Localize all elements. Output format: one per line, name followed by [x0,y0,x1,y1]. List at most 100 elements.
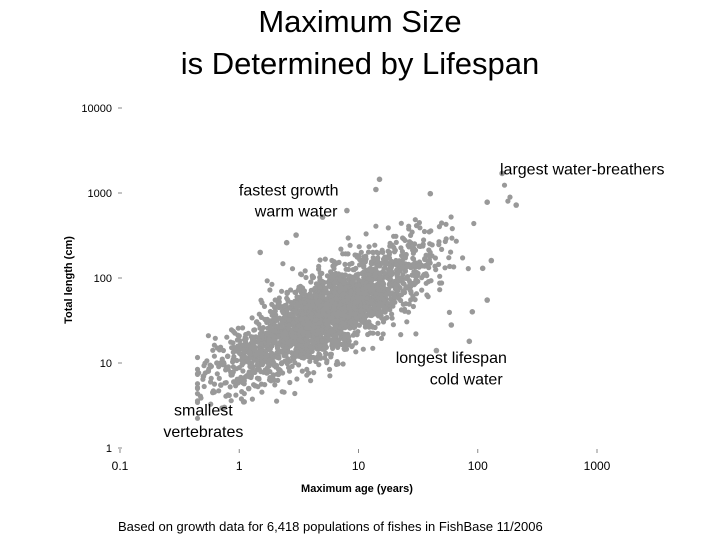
data-point [240,368,246,374]
data-point [198,395,204,401]
data-point [394,270,401,277]
data-point [264,278,270,284]
data-point [332,272,338,278]
data-point [298,272,305,278]
data-point [373,268,379,274]
data-point [379,247,385,253]
data-point [403,251,409,258]
data-point [269,343,275,349]
data-point [258,341,264,347]
data-point [379,303,385,309]
data-point [276,333,282,339]
data-point [304,372,310,378]
data-point [353,340,359,346]
data-point [466,338,473,345]
data-point [369,300,375,306]
data-point [342,261,348,267]
data-point [385,225,391,231]
x-tick-label: 1 [236,459,243,473]
data-point [332,286,338,292]
data-point [232,330,238,336]
annotation-label: smallest [174,403,233,420]
data-point [334,359,340,365]
data-point [259,300,265,306]
data-point [340,298,346,304]
data-point [370,282,376,288]
data-point [339,320,345,326]
data-point [313,292,319,299]
data-point [342,272,348,278]
data-point [433,267,439,273]
data-point [396,258,402,264]
data-point [345,304,351,311]
data-point [211,381,218,387]
data-point [393,239,399,245]
annotation-label: fastest growth [239,183,339,200]
data-point [359,295,365,301]
data-point [439,220,445,226]
data-point [245,342,251,348]
data-point [353,330,359,336]
data-point [365,249,372,255]
data-points [194,170,519,421]
data-point [331,304,337,310]
data-point [266,337,272,343]
data-point [341,279,347,286]
data-point [437,287,443,293]
data-point [413,331,419,337]
data-point [398,307,405,313]
data-point [246,359,252,365]
data-point [276,295,282,301]
annotation-label: largest water-breathers [500,162,665,179]
data-point [245,385,252,392]
data-point [370,249,376,256]
data-point [376,176,383,183]
data-point [299,368,305,374]
data-point [323,312,329,319]
x-tick-label: 1000 [584,459,611,473]
data-point [364,295,370,301]
data-point [373,186,379,193]
data-point [249,339,255,345]
data-point [319,214,326,220]
data-point [373,291,379,297]
data-point [310,302,316,309]
data-point [402,237,408,243]
data-point [412,241,418,247]
data-point [230,357,236,363]
data-point [293,232,299,238]
data-point [301,300,308,306]
annotation-label: longest lifespan [396,350,507,367]
data-point [302,268,308,274]
data-point [439,246,445,252]
data-point [398,220,404,226]
data-point [347,318,354,324]
data-point [249,396,255,402]
data-point [270,337,276,343]
data-point [323,301,329,307]
data-point [194,385,201,392]
data-point [234,357,240,364]
data-point [290,301,296,307]
data-point [295,294,301,301]
data-point [393,262,399,268]
data-point [236,345,243,351]
data-point [484,199,491,205]
data-point [379,315,385,321]
data-point [413,277,419,283]
data-point [407,287,413,293]
data-point [194,415,201,421]
data-point [338,246,344,252]
data-point [263,330,269,336]
data-point [412,217,418,223]
data-point [320,346,326,352]
data-point [436,261,442,267]
data-point [346,338,352,344]
data-point [313,281,319,287]
data-point [332,342,338,348]
data-point [326,329,332,335]
data-point [253,319,259,325]
data-point [406,226,412,232]
data-point [501,182,508,188]
data-point [230,349,236,355]
